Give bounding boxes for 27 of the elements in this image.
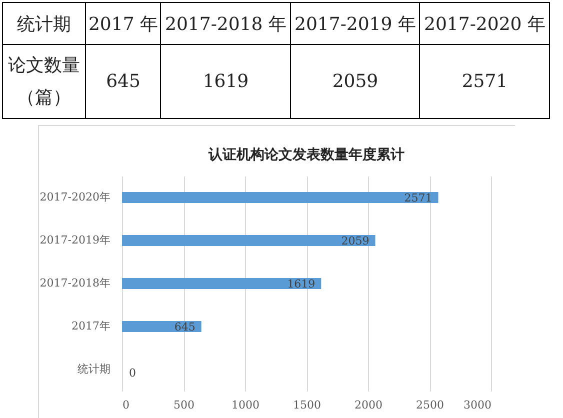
text: 1619 [160, 44, 290, 118]
x-tick-label: 1500 [293, 398, 321, 412]
x-tick-label: 1000 [232, 398, 260, 412]
y-tick-label: 2017年 [72, 320, 110, 332]
x-tick-label: 0 [122, 398, 130, 412]
text: 论文数量（篇） [2, 44, 86, 118]
x-tick-label: 500 [174, 398, 194, 412]
text: 2017 年 [86, 2, 161, 44]
text: 2017-2019 年 [290, 2, 420, 44]
x-tick-label: 3000 [464, 398, 492, 412]
y-tick-label: 2017-2020年 [40, 190, 110, 204]
data-label: 1619 [287, 278, 316, 290]
y-tick-label: 2017-2018年 [40, 276, 110, 290]
y-tick-label: 2017-2019年 [40, 234, 110, 246]
data-label: 2571 [404, 192, 432, 204]
x-tick-label: 2500 [416, 398, 444, 412]
data-label: 2059 [341, 234, 370, 248]
y-tick-label: 统计期 [78, 362, 110, 376]
text: 2571 [420, 44, 550, 118]
text: 2017-2020 年 [420, 2, 550, 44]
text: 645 [86, 44, 161, 118]
data-label: 645 [174, 320, 196, 334]
text: 2017-2018 年 [160, 2, 290, 44]
data-label: 0 [129, 366, 136, 380]
x-tick-label: 2000 [354, 398, 382, 412]
text: 2059 [290, 44, 420, 118]
chart-title: 认证机构论文发表数量年度累计 [208, 146, 404, 163]
